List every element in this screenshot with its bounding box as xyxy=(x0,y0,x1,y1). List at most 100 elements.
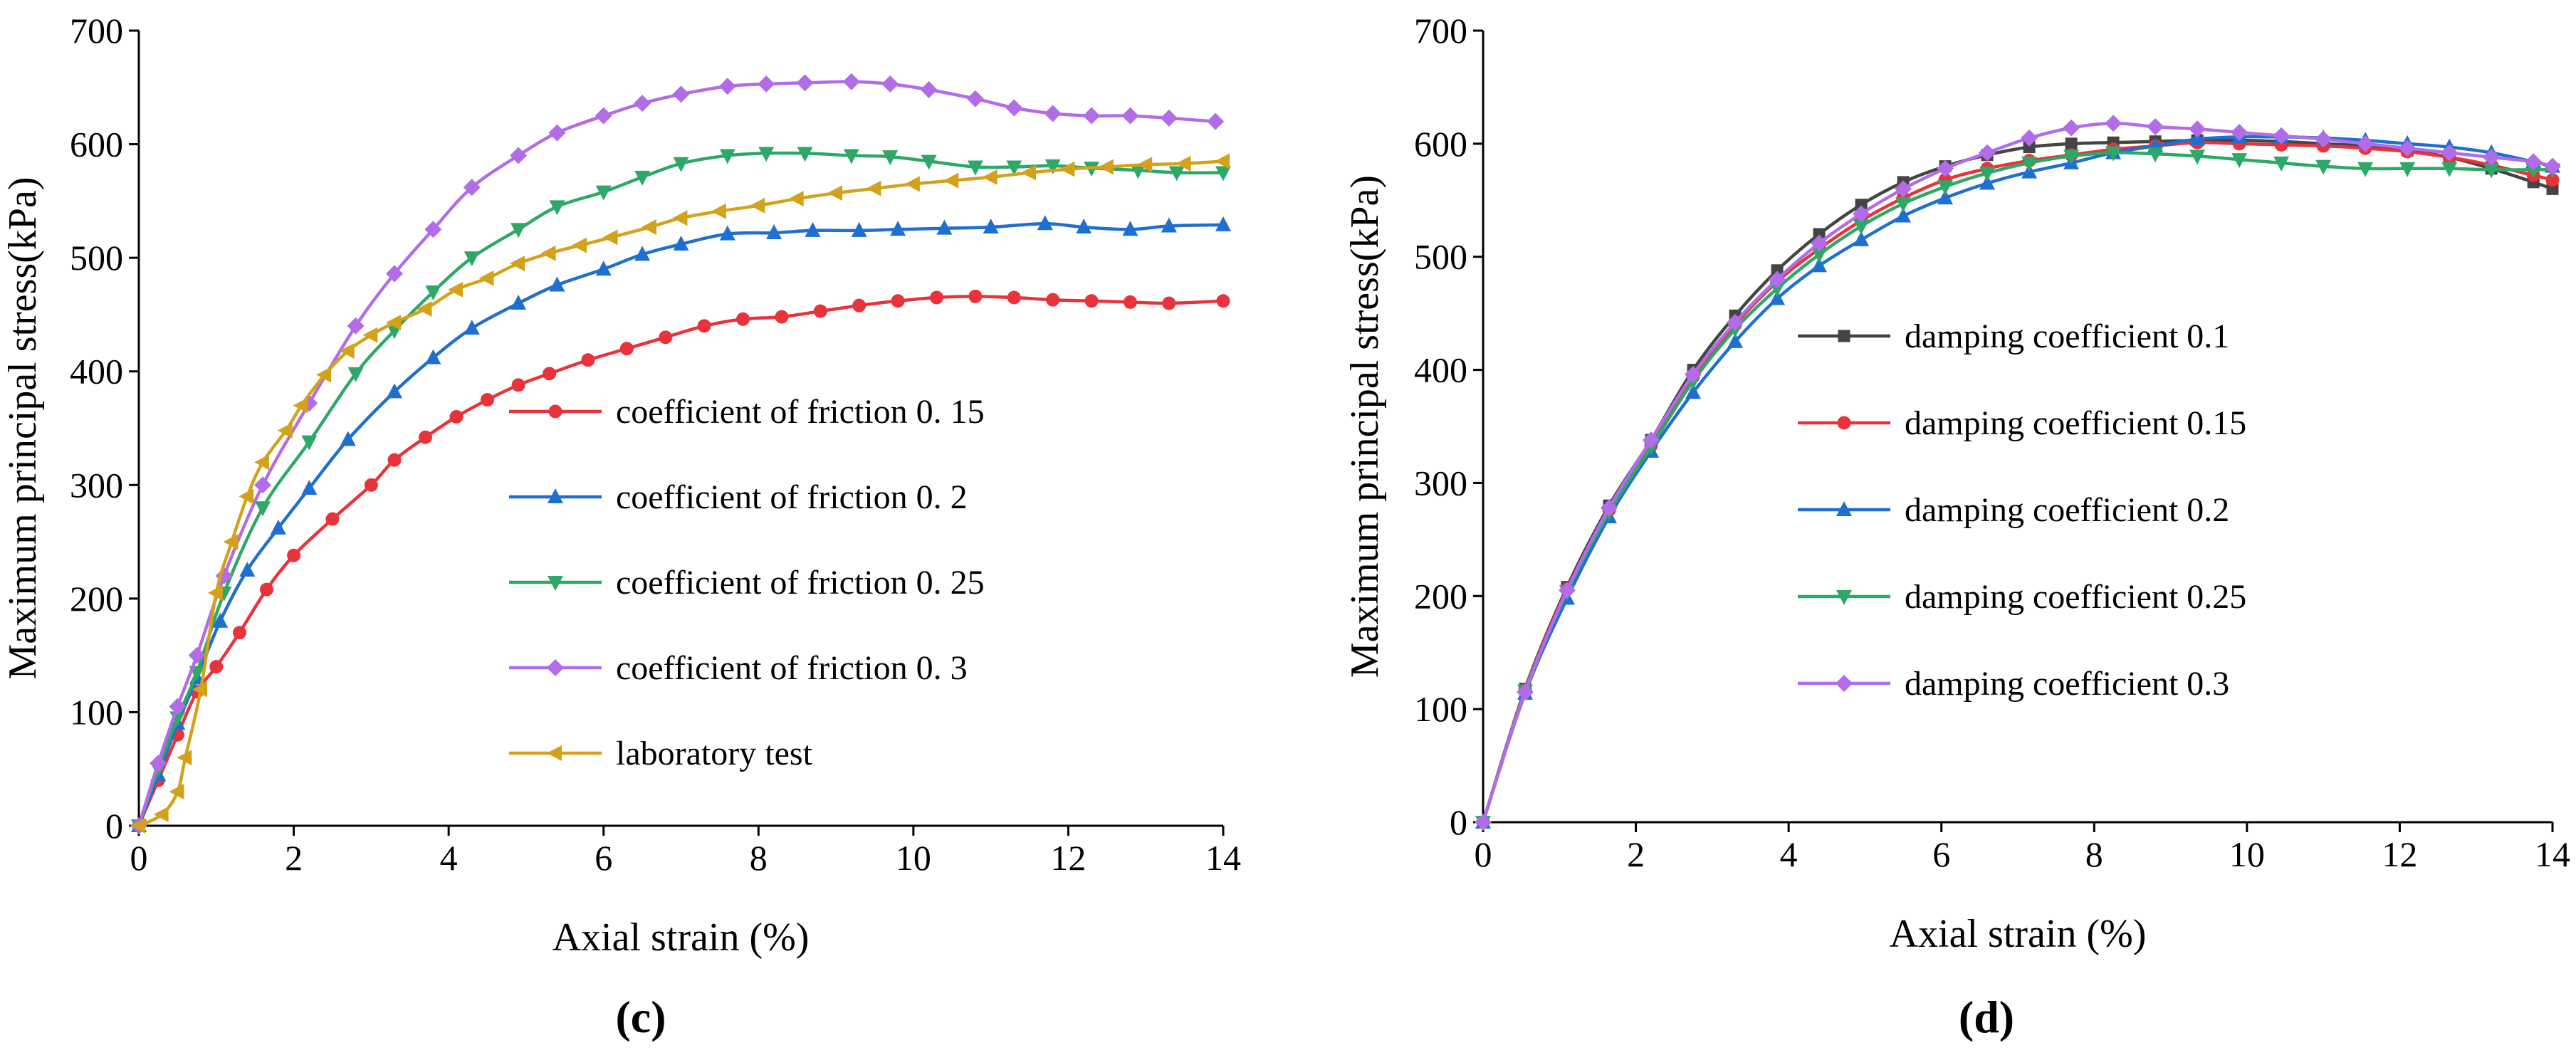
data-point xyxy=(921,154,937,170)
data-point xyxy=(1895,197,1912,213)
x-tick-label: 6 xyxy=(1932,834,1950,874)
data-point xyxy=(150,755,167,772)
data-point xyxy=(851,221,867,237)
data-point xyxy=(510,256,525,272)
data-point xyxy=(1937,159,1954,177)
legend-label: coefficient of friction 0. 25 xyxy=(616,564,985,602)
legend-label: coefficient of friction 0. 2 xyxy=(616,478,968,516)
data-point xyxy=(347,317,365,335)
data-point xyxy=(387,453,402,467)
data-point xyxy=(1161,217,1177,233)
data-point xyxy=(209,660,224,674)
x-tick-label: 6 xyxy=(595,838,612,878)
data-point xyxy=(672,210,688,226)
legend-item: damping coefficient 0.1 xyxy=(1798,317,2229,355)
data-point xyxy=(659,330,673,345)
series-line xyxy=(137,222,1224,826)
x-tick-label: 14 xyxy=(1205,838,1241,878)
data-point xyxy=(1122,221,1138,236)
legend-marker xyxy=(1838,330,1850,342)
data-point xyxy=(758,147,775,162)
data-point xyxy=(254,476,272,494)
data-point xyxy=(2357,162,2374,177)
legend-label: damping coefficient 0.3 xyxy=(1905,665,2229,703)
data-point xyxy=(153,807,169,823)
data-point xyxy=(697,319,711,333)
data-point xyxy=(169,698,187,715)
data-point xyxy=(758,75,775,93)
data-point xyxy=(340,431,356,446)
series-line xyxy=(1481,140,2553,823)
data-point xyxy=(2441,162,2458,177)
series-line xyxy=(1481,138,2553,823)
data-point xyxy=(478,270,494,286)
data-point xyxy=(1475,814,1492,831)
data-point xyxy=(2315,159,2332,175)
data-point xyxy=(2483,163,2500,179)
data-point xyxy=(1076,219,1092,234)
series-2 xyxy=(1476,135,2560,829)
data-point xyxy=(983,219,999,234)
data-point xyxy=(287,548,301,562)
series-line xyxy=(1481,135,2553,823)
data-point xyxy=(2399,140,2417,157)
x-tick-label: 8 xyxy=(2085,834,2103,874)
data-point xyxy=(1769,271,1786,288)
legend-label: coefficient of friction 0. 15 xyxy=(616,393,985,431)
data-point xyxy=(813,304,827,318)
data-point xyxy=(1176,155,1191,172)
x-axis-title: Axial strain (%) xyxy=(553,915,810,960)
data-point xyxy=(1685,384,1702,399)
data-point xyxy=(1853,231,1870,246)
data-point xyxy=(463,179,481,196)
data-point xyxy=(736,312,750,326)
legend-label: coefficient of friction 0. 3 xyxy=(616,649,968,687)
data-point xyxy=(673,157,689,172)
data-point xyxy=(673,235,689,251)
data-point xyxy=(852,298,866,313)
data-point xyxy=(634,170,651,186)
data-point xyxy=(2483,148,2501,166)
data-point xyxy=(481,393,495,407)
data-point xyxy=(1083,107,1101,125)
legend-item: damping coefficient 0.3 xyxy=(1798,665,2229,703)
data-point xyxy=(1006,160,1022,176)
data-point xyxy=(1979,144,1996,162)
data-point xyxy=(866,180,881,196)
data-point xyxy=(2147,147,2164,163)
y-tick-label: 0 xyxy=(1450,802,1467,842)
legend-label: damping coefficient 0.15 xyxy=(1905,404,2246,442)
data-point xyxy=(1937,180,1954,196)
series-line xyxy=(1481,122,2553,823)
data-point xyxy=(1601,499,1618,517)
legend-item: damping coefficient 0.25 xyxy=(1798,578,2246,616)
data-point xyxy=(212,612,229,628)
panel-label: (c) xyxy=(615,992,666,1042)
data-point xyxy=(904,176,920,192)
data-point xyxy=(2189,130,2206,146)
data-point xyxy=(2063,149,2080,165)
data-point xyxy=(1037,215,1053,231)
data-point xyxy=(2525,153,2543,171)
data-point xyxy=(2063,119,2080,137)
data-point xyxy=(920,80,938,98)
legend-marker xyxy=(547,659,564,676)
data-point xyxy=(2147,118,2164,136)
data-point xyxy=(510,147,528,164)
data-point xyxy=(385,315,401,331)
data-point xyxy=(1215,153,1230,169)
y-tick-label: 700 xyxy=(70,11,123,51)
data-point xyxy=(711,203,726,219)
y-tick-label: 500 xyxy=(70,238,123,278)
data-point xyxy=(1046,293,1060,307)
data-point xyxy=(966,90,984,107)
y-axis-title: Maximum principal stress(kPa) xyxy=(1343,175,1387,678)
data-point xyxy=(890,221,906,236)
data-point xyxy=(719,225,735,241)
data-point xyxy=(718,78,736,95)
data-point xyxy=(464,251,480,267)
data-point xyxy=(177,750,192,766)
data-point xyxy=(2315,130,2332,148)
data-point xyxy=(1215,216,1231,231)
legend-label: laboratory test xyxy=(616,735,813,772)
